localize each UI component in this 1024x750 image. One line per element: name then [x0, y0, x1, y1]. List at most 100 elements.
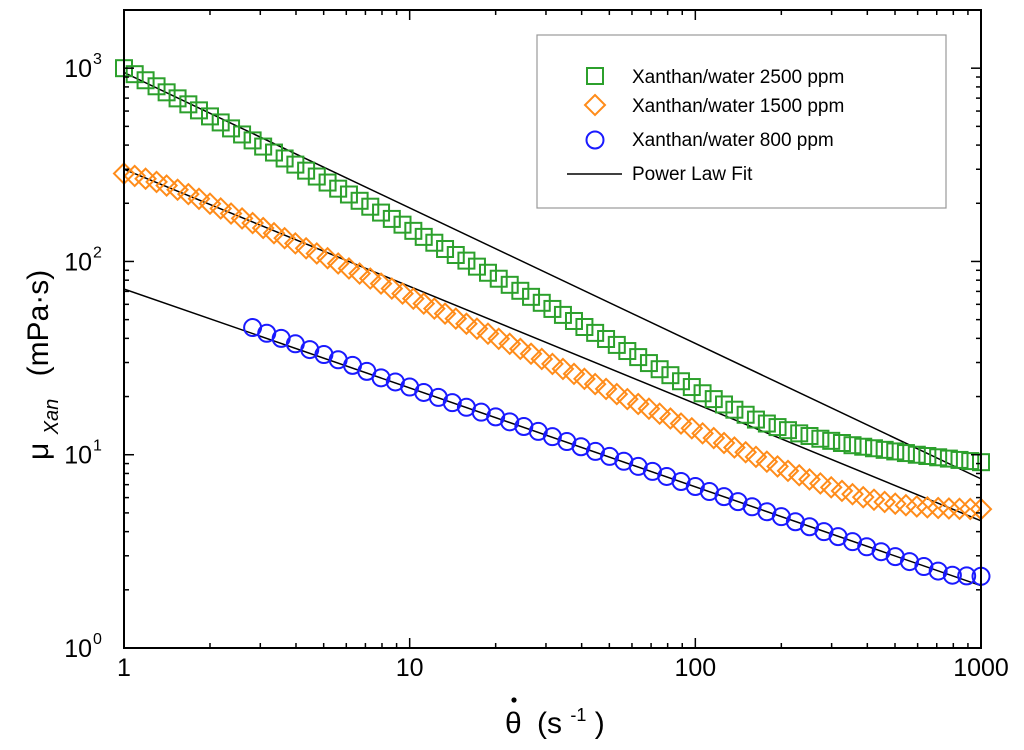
diamond-marker-s1-79: [958, 497, 982, 521]
square-marker-s0-20: [329, 179, 348, 198]
diamond-marker-s1-43: [573, 367, 596, 391]
square-marker-s0-49: [639, 354, 658, 373]
circle-marker-s2-14: [442, 393, 462, 413]
diamond-marker-s1-47: [615, 387, 639, 411]
square-marker-s0-24: [372, 203, 391, 222]
diamond-marker-s1-11: [230, 206, 254, 230]
square-marker-s0-36: [500, 275, 519, 294]
diamond-marker-s1-49: [637, 397, 661, 421]
diamond-marker-s1-26: [391, 282, 414, 305]
y-tick-exponent-3: 3: [93, 51, 102, 68]
diamond-marker-s1-7: [187, 187, 211, 211]
power-law-fit-line-0: [123, 71, 982, 480]
diamond-marker-s1-16: [283, 231, 307, 255]
diamond-marker-s1-10: [219, 202, 243, 225]
y-tick-label-3: 10: [64, 55, 92, 83]
square-marker-s0-39: [532, 293, 551, 312]
y-tick-exponent-0: 0: [93, 631, 102, 648]
diamond-marker-s1-50: [648, 402, 672, 426]
diamond-marker-s1-54: [691, 421, 714, 445]
legend-box: [536, 34, 947, 209]
square-marker-s0-61: [768, 418, 787, 437]
diamond-marker-s1-21: [337, 257, 361, 280]
square-marker-s0-51: [661, 366, 680, 385]
square-marker-s0-28: [414, 227, 433, 246]
diamond-marker-s1-30: [433, 302, 457, 326]
diamond-marker-s1-57: [722, 436, 746, 459]
square-marker-s0-76: [929, 448, 948, 467]
diamond-marker-s1-22: [348, 262, 372, 285]
square-marker-s0-69: [854, 437, 873, 456]
square-marker-s0-43: [575, 317, 594, 336]
power-law-fit-line-1: [123, 168, 982, 522]
square-marker-s0-22: [350, 191, 369, 210]
diamond-marker-s1-8: [198, 192, 222, 216]
x-tick-label-3: 1000: [953, 654, 1009, 682]
square-marker-s0-54: [693, 384, 712, 403]
circle-marker-s2-17: [486, 407, 506, 427]
legend-marker-diamond: [583, 93, 607, 117]
fit-lines: [123, 71, 982, 587]
diamond-marker-s1-78: [948, 497, 971, 521]
square-marker-s0-66: [822, 431, 841, 450]
diamond-marker-s1-9: [209, 197, 233, 220]
square-marker-s0-56: [715, 395, 734, 414]
square-marker-s0-14: [264, 143, 283, 162]
square-marker-s0-9: [211, 113, 230, 132]
diamond-marker-s1-23: [358, 267, 382, 290]
y-axis-unit: (mPa·s): [22, 270, 55, 377]
legend-label-1500: Xanthan/water 1500 ppm: [632, 96, 844, 117]
diamond-marker-s1-45: [594, 377, 618, 401]
square-marker-s0-78: [950, 450, 969, 469]
square-marker-s0-74: [907, 445, 926, 464]
diamond-marker-s1-19: [316, 246, 339, 270]
legend-label-fit: Power Law Fit: [632, 164, 753, 185]
diamond-marker-s1-28: [412, 292, 436, 316]
square-marker-s0-37: [511, 281, 530, 300]
square-marker-s0-57: [725, 400, 744, 419]
square-marker-s0-64: [800, 426, 819, 445]
diamond-marker-s1-77: [937, 497, 961, 520]
diamond-marker-s1-34: [476, 322, 500, 346]
square-marker-s0-15: [275, 149, 294, 168]
square-marker-s0-48: [629, 348, 648, 367]
diamond-marker-s1-52: [669, 412, 693, 435]
diamond-marker-s1-48: [626, 392, 650, 416]
square-marker-s0-75: [918, 446, 937, 465]
square-marker-s0-53: [682, 378, 701, 397]
power-law-fit-line-2: [123, 288, 982, 587]
square-marker-s0-41: [553, 305, 572, 324]
square-marker-s0-13: [254, 137, 273, 156]
legend-label-2500: Xanthan/water 2500 ppm: [632, 67, 844, 88]
diamond-marker-s1-17: [294, 236, 318, 260]
diamond-marker-s1-36: [498, 332, 522, 356]
diamond-marker-s1-55: [702, 426, 726, 450]
circle-marker-s2-48: [928, 561, 948, 581]
y-tick-exponent-2: 2: [93, 244, 102, 261]
square-marker-s0-35: [489, 269, 508, 288]
square-marker-s0-77: [939, 449, 958, 468]
plot-frame: [123, 9, 982, 649]
circle-marker-s2-33: [714, 487, 734, 507]
square-marker-s0-29: [425, 233, 444, 252]
legend-marker-circle: [585, 130, 605, 150]
diamond-marker-s1-75: [915, 495, 939, 519]
diamond-marker-s1-35: [487, 327, 511, 351]
diamond-marker-s1-15: [273, 226, 297, 250]
axis-ticks: [123, 9, 982, 649]
square-marker-s0-50: [650, 360, 669, 379]
square-marker-s0-42: [564, 311, 583, 330]
y-tick-exponent-1: 1: [93, 438, 102, 455]
circle-marker-s2-50: [957, 566, 977, 586]
square-marker-s0-44: [586, 323, 605, 342]
diamond-marker-s1-62: [776, 459, 800, 483]
circle-marker-s2-47: [914, 557, 934, 577]
square-marker-s0-4: [157, 83, 176, 102]
square-marker-s0-47: [618, 342, 637, 361]
square-marker-s0-16: [286, 155, 305, 174]
diamond-marker-s1-76: [926, 496, 950, 520]
x-tick-label-1: 10: [396, 654, 424, 682]
square-marker-s0-8: [200, 107, 219, 126]
diamond-marker-s1-14: [262, 221, 286, 245]
